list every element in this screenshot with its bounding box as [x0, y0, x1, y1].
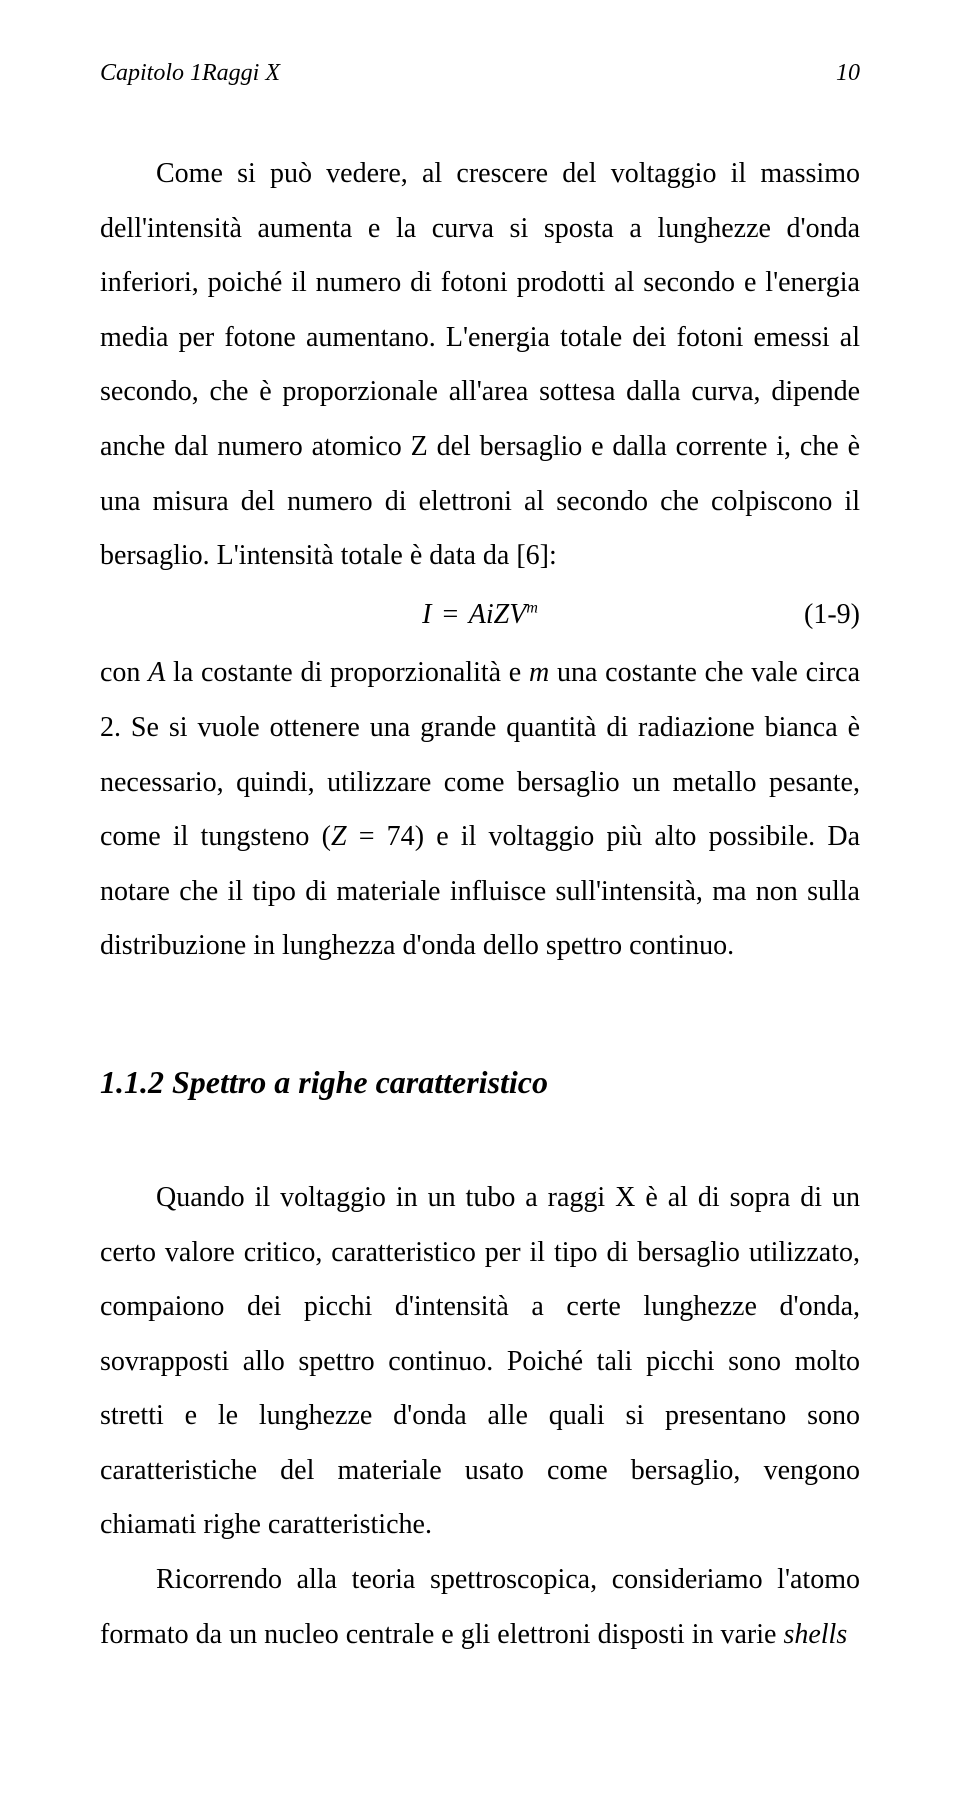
eq-rhs-sup: m	[526, 599, 538, 616]
paragraph-4: Ricorrendo alla teoria spettroscopica, c…	[100, 1553, 860, 1662]
p4-shells: shells	[783, 1619, 847, 1650]
page: Capitolo 1Raggi X 10 Come si può vedere,…	[0, 0, 960, 1807]
equation: I = AiZVm	[422, 588, 538, 643]
p2-sym-m: m	[529, 657, 549, 688]
p2-eq74: = 74	[347, 821, 415, 852]
p4-text-a: Ricorrendo alla teoria spettroscopica, c…	[100, 1564, 860, 1650]
eq-rhs-base: AiZV	[469, 599, 527, 630]
eq-equals: =	[438, 599, 462, 630]
p2-sym-A: A	[148, 657, 165, 688]
paragraph-2: con A la costante di proporzionalità e m…	[100, 646, 860, 974]
running-head: Capitolo 1Raggi X 10	[100, 60, 860, 87]
equation-number: (1-9)	[804, 588, 860, 643]
paragraph-1: Come si può vedere, al crescere del volt…	[100, 147, 860, 584]
paragraph-3: Quando il voltaggio in un tubo a raggi X…	[100, 1171, 860, 1553]
section-heading: 1.1.2 Spettro a righe caratteristico	[100, 1064, 860, 1101]
equation-row: I = AiZVm (1-9)	[100, 588, 860, 643]
running-head-left: Capitolo 1Raggi X	[100, 60, 280, 87]
eq-lhs: I	[422, 599, 431, 630]
p2-text-b: la costante di proporzionalità e	[165, 657, 529, 688]
p2-sym-Z: Z	[331, 821, 347, 852]
p2-text-a: con	[100, 657, 148, 688]
page-number: 10	[836, 60, 860, 87]
